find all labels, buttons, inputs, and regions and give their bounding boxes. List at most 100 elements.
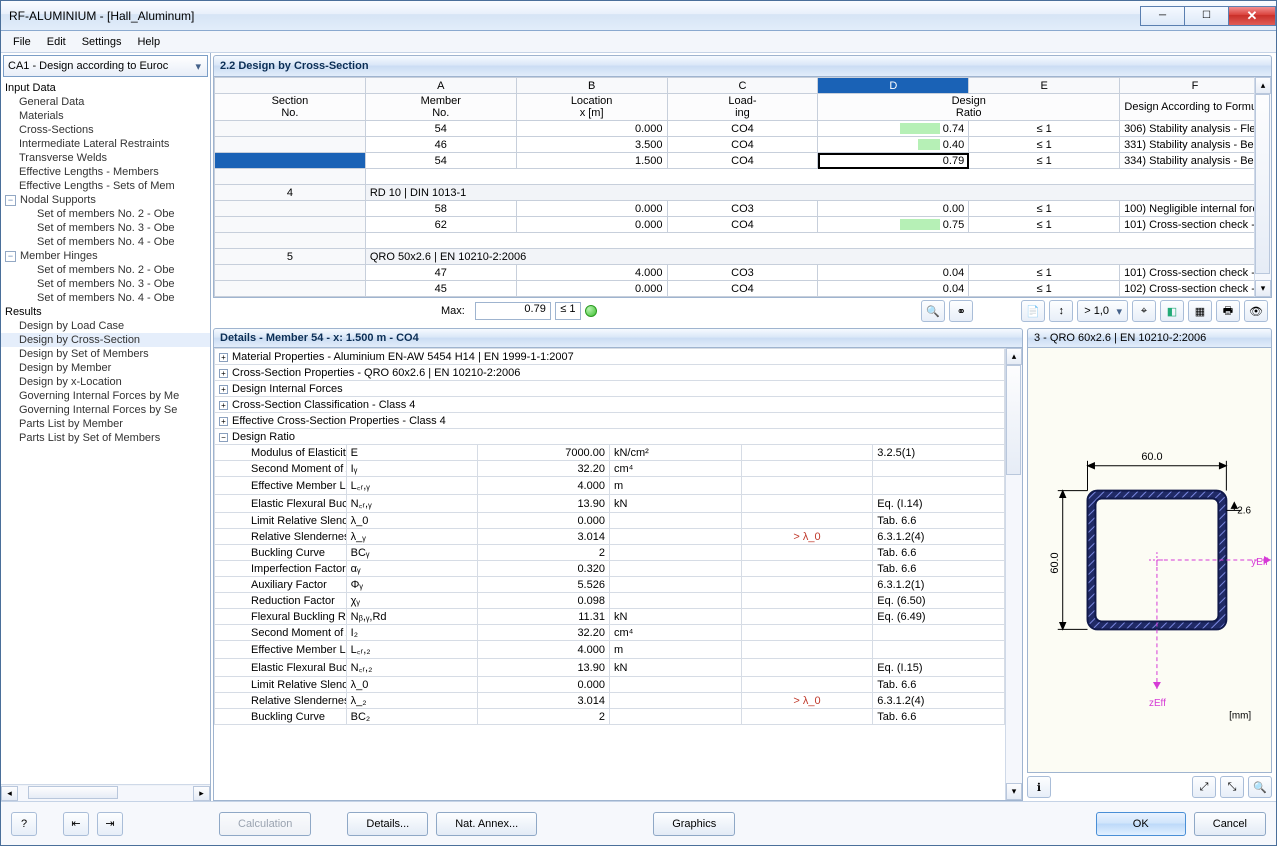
tree-group[interactable]: −Nodal Supports [1, 193, 210, 207]
table-row[interactable]: 541.500CO4 0.79 ≤ 1334) Stability analys… [215, 153, 1271, 169]
ratio-cell[interactable]: 0.74 [818, 121, 969, 137]
scroll-up-icon[interactable]: ▴ [1255, 77, 1271, 94]
select-button[interactable]: ▦ [1188, 300, 1212, 322]
tree-item[interactable]: Effective Lengths - Members [1, 165, 210, 179]
tree-item[interactable]: Materials [1, 109, 210, 123]
ratio-cell[interactable]: 0.04 [818, 281, 969, 297]
zoom-button[interactable]: 🔍 [1248, 776, 1272, 798]
tree-item[interactable]: Design by Load Case [1, 319, 210, 333]
maximize-button[interactable]: ☐ [1184, 6, 1229, 26]
grid-vscrollbar[interactable]: ▴ ▾ [1254, 77, 1271, 297]
tree-item[interactable]: Set of members No. 3 - Obe [1, 221, 210, 235]
row-header[interactable] [215, 137, 366, 153]
table-row[interactable]: 580.000CO3 0.00 ≤ 1100) Negligible inter… [215, 201, 1271, 217]
scroll-right-icon[interactable]: ▸ [193, 786, 210, 801]
col-header[interactable]: C [667, 78, 818, 94]
table-row[interactable]: 620.000CO4 0.75 ≤ 1101) Cross-section ch… [215, 217, 1271, 233]
table-row[interactable]: 463.500CO4 0.40 ≤ 1331) Stability analys… [215, 137, 1271, 153]
scroll-thumb[interactable] [28, 786, 118, 799]
print-button[interactable]: 🖶 [1216, 300, 1240, 322]
ratio-cell[interactable]: 0.00 [818, 201, 969, 217]
filter-combo[interactable]: > 1,0 [1077, 300, 1128, 322]
scroll-thumb[interactable] [1006, 365, 1021, 475]
tree-item[interactable]: Cross-Sections [1, 123, 210, 137]
tree-item[interactable]: Parts List by Member [1, 417, 210, 431]
info-button[interactable]: ℹ [1027, 776, 1051, 798]
menu-help[interactable]: Help [129, 36, 168, 48]
detail-row[interactable]: Flexural Buckling Resistance Nᵦ,ᵧ,Rd 11.… [215, 609, 1005, 625]
next-table-button[interactable]: ⇥ [97, 812, 123, 836]
row-header[interactable] [215, 265, 366, 281]
axis-xy-button[interactable]: ⤢ [1192, 776, 1216, 798]
table-row[interactable]: 474.000CO3 0.04 ≤ 1101) Cross-section ch… [215, 265, 1271, 281]
detail-row[interactable]: Second Moment of Area I₂ 32.20 cm⁴ [215, 625, 1005, 641]
export-button[interactable]: 📄 [1021, 300, 1045, 322]
detail-row[interactable]: Effective Member Length L꜀ᵣ,₂ 4.000 m [215, 641, 1005, 659]
ratio-cell[interactable]: 0.40 [818, 137, 969, 153]
detail-row[interactable]: Relative Slenderness λ_ᵧ 3.014 > λ_0 6.3… [215, 529, 1005, 545]
scroll-up-icon[interactable]: ▴ [1006, 348, 1022, 365]
graphics-button[interactable]: Graphics [653, 812, 735, 836]
detail-row[interactable]: Second Moment of Area Iᵧ 32.20 cm⁴ [215, 461, 1005, 477]
row-header[interactable] [215, 153, 366, 169]
table-row[interactable]: 540.000CO4 0.74 ≤ 1306) Stability analys… [215, 121, 1271, 137]
row-header[interactable] [215, 121, 366, 137]
col-header[interactable]: A [365, 78, 516, 94]
calculation-button[interactable]: Calculation [219, 812, 311, 836]
group-header[interactable]: 5QRO 50x2.6 | EN 10210-2:2006 [215, 249, 1271, 265]
axis-xz-button[interactable]: ⤡ [1220, 776, 1244, 798]
case-select[interactable]: CA1 - Design according to Euroc [3, 55, 208, 77]
filter-button[interactable]: ⌖ [1132, 300, 1156, 322]
minimize-button[interactable]: ─ [1140, 6, 1185, 26]
nat-annex-button[interactable]: Nat. Annex... [436, 812, 537, 836]
detail-row[interactable]: Elastic Flexural Buckling Force N꜀ᵣ,ᵧ 13… [215, 495, 1005, 513]
show-button[interactable]: 👁 [1244, 300, 1268, 322]
scroll-down-icon[interactable]: ▾ [1006, 783, 1022, 800]
col-header[interactable]: F [1120, 78, 1271, 94]
tree-item[interactable]: Transverse Welds [1, 151, 210, 165]
detail-group[interactable]: +Design Internal Forces [215, 381, 1005, 397]
results-grid[interactable]: ABCDEFSectionNo.MemberNo.Locationx [m]Lo… [213, 77, 1272, 298]
tree-item[interactable]: Set of members No. 4 - Obe [1, 291, 210, 305]
detail-row[interactable]: Limit Relative Slenderness λ_0 0.000 Tab… [215, 513, 1005, 529]
ok-button[interactable]: OK [1096, 812, 1186, 836]
detail-row[interactable]: Reduction Factor χᵧ 0.098 Eq. (6.50) [215, 593, 1005, 609]
tree-hscrollbar[interactable]: ◂ ▸ [1, 784, 210, 801]
col-header[interactable]: E [969, 78, 1120, 94]
detail-row[interactable]: Auxiliary Factor Φᵧ 5.526 6.3.1.2(1) [215, 577, 1005, 593]
relations-button[interactable]: ⚭ [949, 300, 973, 322]
tree-item[interactable]: Intermediate Lateral Restraints [1, 137, 210, 151]
scroll-left-icon[interactable]: ◂ [1, 786, 18, 801]
details-vscrollbar[interactable]: ▴ ▾ [1005, 348, 1022, 800]
tree-item[interactable]: Design by Set of Members [1, 347, 210, 361]
detail-row[interactable]: Elastic Flexural Buckling Force N꜀ᵣ,₂ 13… [215, 659, 1005, 677]
detail-group[interactable]: +Cross-Section Classification - Class 4 [215, 397, 1005, 413]
tree-item[interactable]: Parts List by Set of Members [1, 431, 210, 445]
prev-table-button[interactable]: ⇤ [63, 812, 89, 836]
ratio-cell[interactable]: 0.79 [818, 153, 969, 169]
tree-item[interactable]: Set of members No. 2 - Obe [1, 263, 210, 277]
detail-row[interactable]: Buckling Curve BC₂ 2 Tab. 6.6 [215, 709, 1005, 725]
tree-item[interactable]: Set of members No. 4 - Obe [1, 235, 210, 249]
tree-item[interactable]: Set of members No. 2 - Obe [1, 207, 210, 221]
tree-item[interactable]: Design by x-Location [1, 375, 210, 389]
detail-row[interactable]: Relative Slenderness λ_₂ 3.014 > λ_0 6.3… [215, 693, 1005, 709]
tree-group[interactable]: −Member Hinges [1, 249, 210, 263]
help-button[interactable]: ? [11, 812, 37, 836]
row-header[interactable] [215, 281, 366, 297]
row-header[interactable] [215, 201, 366, 217]
detail-row[interactable]: Effective Member Length L꜀ᵣ,ᵧ 4.000 m [215, 477, 1005, 495]
detail-group[interactable]: −Design Ratio [215, 429, 1005, 445]
details-grid[interactable]: +Material Properties - Aluminium EN-AW 5… [214, 348, 1005, 800]
col-header[interactable]: D [818, 78, 969, 94]
scroll-down-icon[interactable]: ▾ [1255, 280, 1271, 297]
tree-item[interactable]: Design by Member [1, 361, 210, 375]
col-header[interactable]: B [516, 78, 667, 94]
menu-file[interactable]: File [5, 36, 39, 48]
group-header[interactable]: 4RD 10 | DIN 1013-1 [215, 185, 1271, 201]
tree-item[interactable]: Governing Internal Forces by Se [1, 403, 210, 417]
detail-group[interactable]: +Effective Cross-Section Properties - Cl… [215, 413, 1005, 429]
tree-item[interactable]: Governing Internal Forces by Me [1, 389, 210, 403]
detail-row[interactable]: Imperfection Factor αᵧ 0.320 Tab. 6.6 [215, 561, 1005, 577]
tree-item[interactable]: Design by Cross-Section [1, 333, 210, 347]
